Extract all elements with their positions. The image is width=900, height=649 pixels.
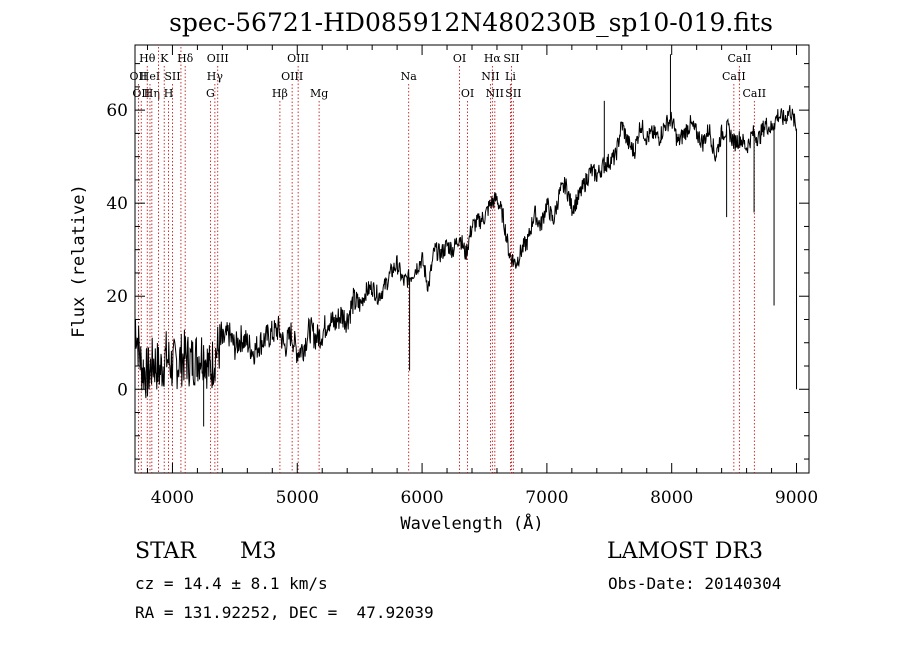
redshift-velocity: cz = 14.4 ± 8.1 km/s [135,574,328,593]
line-marker-label: Hη [144,87,160,100]
line-marker-label: OII [132,87,150,100]
line-marker-label: OIII [281,70,303,83]
line-marker-label: CaII [722,70,746,83]
line-marker-label: Hβ [272,87,288,100]
line-marker-label: Na [401,70,418,83]
line-marker-label: CaII [742,87,766,100]
line-marker-label: CaII [728,52,752,65]
x-tick-label: 4000 [151,488,194,508]
x-tick-label: 5000 [276,488,319,508]
line-marker-label: SII [503,52,519,65]
object-class: STAR [135,539,196,564]
obs-date: Obs-Date: 20140304 [608,574,782,593]
line-marker-label: Hα [484,52,502,65]
x-tick-label: 9000 [775,488,818,508]
y-tick-label: 0 [117,380,128,400]
line-marker-label: HeI [140,70,160,83]
line-marker-label: Hθ [139,52,156,65]
x-tick-label: 8000 [650,488,693,508]
y-axis-label: Flux (relative) [69,184,89,338]
plot-frame [134,44,810,474]
line-marker-label: NII [486,87,504,100]
y-tick-label: 40 [106,194,128,214]
sky-coordinates: RA = 131.92252, DEC = 47.92039 [135,603,434,622]
plot-border [134,44,810,474]
y-tick-label: 60 [106,101,128,121]
line-marker-label: SII [505,87,521,100]
line-marker-label: OI [461,87,474,100]
line-marker-label: OIII [287,52,309,65]
line-marker-label: Mg [310,87,328,100]
chart-title: spec-56721-HD085912N480230B_sp10-019.fit… [169,8,773,37]
line-marker-label: Hγ [207,70,224,83]
line-marker-label: H [164,87,174,100]
spectral-line-markers: OII OII Hθ HeI Hη K H SII Hδ G Hγ OIII Hβ OIII OIII Mg N… [130,47,766,473]
flux-series [135,54,798,427]
x-tick-label: 6000 [400,488,443,508]
x-tick-label: 7000 [525,488,568,508]
axis-ticks: 4000 5000 6000 7000 8000 9000 0 20 40 60 [106,45,818,508]
line-marker-label: G [206,87,215,100]
y-tick-label: 20 [106,287,128,307]
flux-line [135,105,797,399]
survey-name: LAMOST DR3 [607,539,763,564]
x-axis-label: Wavelength (Å) [400,512,543,534]
line-marker-label: Li [505,70,516,83]
line-marker-label: NII [481,70,499,83]
line-marker-label: SII [164,70,180,83]
line-marker-label: K [160,52,169,65]
line-marker-label: OIII [207,52,229,65]
line-marker-label: OII [130,70,148,83]
line-marker-label: OI [453,52,466,65]
object-subclass: M3 [240,539,277,564]
line-marker-label: Hδ [177,52,194,65]
